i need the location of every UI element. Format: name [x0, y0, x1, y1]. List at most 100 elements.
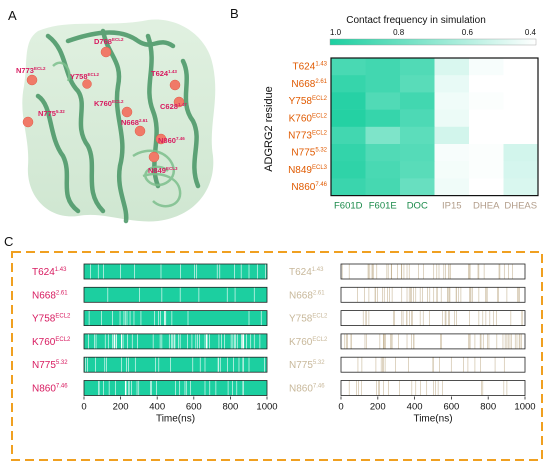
- label-k760: K760ECL2: [94, 99, 124, 108]
- dashed-frame: [11, 251, 543, 461]
- strip-contact: [496, 310, 497, 326]
- heatmap-row-labels: T6241.43 N6682.61 Y758ECL2 K760ECL2 N773ECL2…: [288, 62, 328, 193]
- strip-contact: [489, 310, 491, 326]
- strip-contact: [375, 357, 377, 373]
- right-contact-strips: T6241.43 N6682.61 Y758ECL2 K760ECL2 N7755.32…: [289, 263, 536, 425]
- heatmap-cell: [503, 144, 539, 162]
- heatmap-row-label: N773ECL2: [288, 130, 328, 141]
- heatmap-cell: [365, 126, 401, 145]
- strip-gap: [160, 264, 162, 279]
- heatmap-cell: [503, 92, 539, 110]
- strip-gap: [234, 287, 236, 303]
- heatmap-cell: [503, 58, 539, 76]
- strip-contact: [486, 287, 488, 303]
- strip-contact: [519, 287, 520, 303]
- x-tick-label: 800: [222, 402, 238, 413]
- colorbar-ticks: 1.0 0.8 0.6 0.4: [330, 28, 537, 37]
- heatmap-cell: [365, 161, 401, 179]
- strip-contact: [364, 333, 366, 349]
- strip-gap: [104, 357, 106, 373]
- strip-contact: [503, 264, 505, 279]
- strip-contact: [391, 333, 392, 349]
- heatmap-column-labels: F601D F601E DOC IP15 DHEA DHEAS: [334, 201, 537, 212]
- strip-gap: [100, 310, 102, 326]
- strip-contact: [469, 264, 471, 279]
- x-tick-label: 800: [480, 402, 496, 413]
- strip-frame: [340, 286, 526, 303]
- strip-gap: [95, 357, 96, 373]
- strip-gap: [209, 333, 210, 349]
- strip-contact: [519, 333, 521, 349]
- strip-gap: [90, 264, 91, 279]
- strip-contact: [368, 310, 370, 326]
- strip-contact: [483, 264, 485, 279]
- strip-contact: [435, 380, 436, 396]
- x-tick-label: 0: [81, 402, 86, 413]
- strip-contact: [399, 380, 400, 396]
- strip-gap: [173, 333, 175, 349]
- strip-contact: [426, 380, 428, 396]
- strip-gap: [184, 380, 186, 396]
- label-n775: N7755.32: [38, 109, 65, 118]
- strip-gap: [224, 333, 225, 349]
- x-tick-label: 600: [443, 402, 459, 413]
- strip-contact: [499, 264, 501, 279]
- strip-gap: [179, 380, 181, 396]
- heatmap-cell: [400, 178, 435, 196]
- strip-frame: [83, 310, 268, 326]
- strip-contact: [368, 264, 369, 279]
- strip-residue-label: T6241.43: [32, 267, 67, 278]
- strip-residue-label: K760ECL2: [32, 337, 71, 348]
- strip-contact: [482, 380, 484, 396]
- panel-letter-c: C: [4, 234, 13, 249]
- strip-gap: [156, 380, 157, 396]
- strip-contact: [478, 310, 480, 326]
- residue-spheres: [22, 46, 185, 163]
- strip-contact: [379, 380, 380, 396]
- heatmap-cell: [503, 161, 539, 179]
- strip-contact: [372, 264, 374, 279]
- strip-contact: [410, 287, 411, 303]
- heatmap-cell: [331, 144, 366, 162]
- strip-gap: [218, 333, 220, 349]
- x-axis-label: Time(ns): [156, 414, 195, 425]
- strip-gap: [171, 333, 172, 349]
- strip-contact: [438, 264, 440, 279]
- strip-contact: [348, 380, 350, 396]
- heatmap-cell: [400, 92, 435, 110]
- strip-gap: [185, 380, 187, 396]
- heatmap-cell: [400, 161, 435, 179]
- strip-gap: [260, 310, 262, 326]
- strip-gap: [190, 380, 191, 396]
- strip-gap: [139, 287, 140, 303]
- strip-contact: [449, 310, 450, 326]
- strip-gap: [230, 333, 232, 349]
- strip-gap: [115, 380, 116, 396]
- strip-contact: [440, 333, 441, 349]
- strip-gap: [103, 264, 104, 279]
- strip-gap: [170, 357, 171, 373]
- strip-gap: [116, 333, 117, 349]
- strip-gap: [125, 380, 126, 396]
- strip-gap: [235, 333, 236, 349]
- strip-contact: [402, 310, 404, 326]
- heatmap-cell: [434, 126, 470, 145]
- heatmap-cell: [365, 75, 401, 93]
- strip-gap: [125, 380, 127, 396]
- strip-contact: [384, 333, 385, 349]
- strip-gap: [88, 333, 89, 349]
- heatmap-cell: [331, 92, 366, 110]
- strip-gap: [248, 357, 250, 373]
- strip-gap: [206, 333, 207, 349]
- strip-contact: [387, 264, 389, 279]
- strip-contact: [418, 264, 419, 279]
- strip-gap: [87, 357, 88, 373]
- heatmap-column-label: DHEAS: [504, 201, 537, 212]
- heatmap-chart: B Contact frequency in simulation 1.0 0.8…: [230, 6, 539, 212]
- strip-gap: [126, 357, 127, 373]
- strip-contact: [518, 287, 520, 303]
- panel-b-heatmap: B Contact frequency in simulation 1.0 0.8…: [230, 4, 546, 232]
- strip-contact: [387, 287, 388, 303]
- strip-gap: [98, 380, 100, 396]
- strip-frame: [83, 356, 268, 373]
